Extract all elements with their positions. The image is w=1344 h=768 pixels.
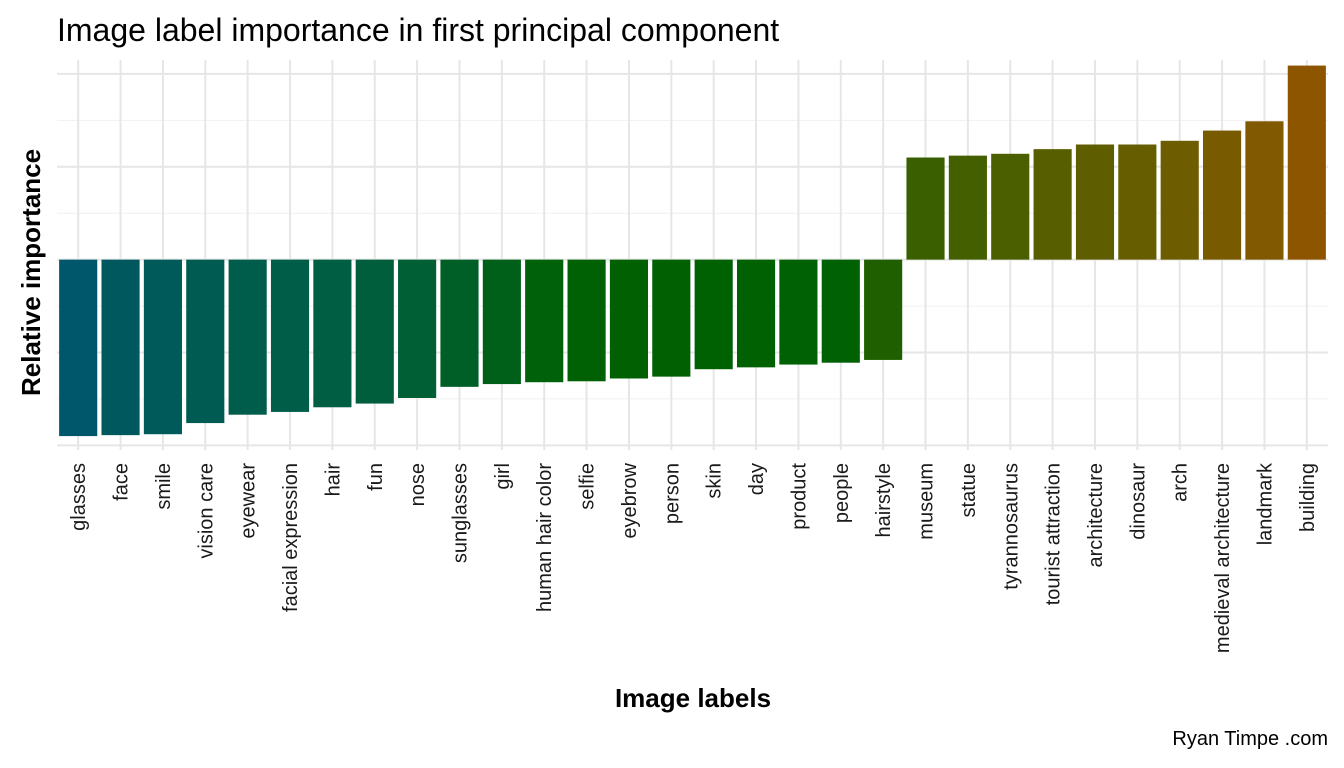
bar-person bbox=[652, 259, 691, 377]
x-tick-label-product: product bbox=[788, 463, 810, 530]
x-tick-label-tyrannosaurus: tyrannosaurus bbox=[1000, 463, 1022, 590]
bar-arch bbox=[1160, 140, 1199, 260]
bar-people bbox=[821, 259, 860, 363]
x-tick-label-nose: nose bbox=[407, 463, 429, 506]
x-tick-label-fun: fun bbox=[365, 463, 387, 491]
bar-product bbox=[779, 259, 818, 365]
x-tick-label-medieval-architecture: medieval architecture bbox=[1212, 463, 1234, 653]
x-tick-label-museum: museum bbox=[916, 463, 938, 540]
bar-dinosaur bbox=[1118, 144, 1157, 260]
bar-smile bbox=[143, 259, 182, 435]
bar-selfie bbox=[567, 259, 606, 382]
bar-human-hair-color bbox=[525, 259, 564, 383]
bar-eyebrow bbox=[609, 259, 649, 379]
x-tick-label-arch: arch bbox=[1170, 463, 1192, 502]
x-tick-label-smile: smile bbox=[153, 463, 175, 510]
x-tick-label-person: person bbox=[661, 463, 683, 524]
x-tick-label-tourist-attraction: tourist attraction bbox=[1043, 463, 1065, 605]
x-tick-label-people: people bbox=[831, 463, 853, 523]
bar-fun bbox=[355, 259, 394, 404]
x-tick-label-human-hair-color: human hair color bbox=[534, 463, 556, 612]
x-tick-label-selfie: selfie bbox=[577, 463, 599, 510]
bar-day bbox=[736, 259, 776, 368]
bar-vision-care bbox=[186, 259, 225, 424]
bar-nose bbox=[398, 259, 437, 398]
x-tick-label-sunglasses: sunglasses bbox=[449, 463, 471, 563]
x-tick-label-dinosaur: dinosaur bbox=[1127, 463, 1149, 540]
bar-medieval-architecture bbox=[1203, 130, 1242, 260]
chart-title: Image label importance in first principa… bbox=[57, 12, 780, 48]
bar-hairstyle bbox=[864, 259, 903, 360]
bar-building bbox=[1287, 65, 1326, 260]
bar-landmark bbox=[1245, 121, 1284, 260]
bar-hair bbox=[313, 259, 352, 408]
bar-facial-expression bbox=[270, 259, 310, 412]
x-tick-label-hair: hair bbox=[322, 463, 344, 497]
bar-skin bbox=[694, 259, 733, 370]
x-tick-label-eyewear: eyewear bbox=[238, 463, 260, 539]
bar-glasses bbox=[59, 259, 98, 437]
x-tick-label-hairstyle: hairstyle bbox=[873, 463, 895, 537]
x-tick-label-eyebrow: eyebrow bbox=[619, 462, 641, 538]
x-tick-label-vision-care: vision care bbox=[195, 463, 217, 559]
x-tick-label-facial-expression: facial expression bbox=[280, 463, 302, 612]
bar-eyewear bbox=[228, 259, 267, 415]
bar-face bbox=[101, 259, 140, 436]
bar-tourist-attraction bbox=[1033, 149, 1072, 260]
bar-tyrannosaurus bbox=[991, 153, 1030, 260]
bar-museum bbox=[906, 157, 945, 260]
bar-girl bbox=[482, 259, 521, 385]
caption: Ryan Timpe .com bbox=[1172, 728, 1328, 750]
x-axis-label: Image labels bbox=[614, 683, 772, 713]
x-tick-label-day: day bbox=[746, 463, 768, 495]
bar-sunglasses bbox=[440, 259, 479, 387]
x-tick-label-landmark: landmark bbox=[1254, 462, 1276, 545]
x-tick-label-statue: statue bbox=[958, 463, 980, 517]
x-tick-label-skin: skin bbox=[704, 463, 726, 499]
x-tick-label-glasses: glasses bbox=[68, 463, 90, 531]
bar-statue bbox=[948, 155, 987, 260]
bar-architecture bbox=[1075, 144, 1115, 260]
x-tick-label-girl: girl bbox=[492, 463, 514, 490]
x-tick-label-building: building bbox=[1297, 463, 1319, 532]
x-tick-label-face: face bbox=[111, 463, 133, 501]
x-tick-label-architecture: architecture bbox=[1085, 463, 1107, 568]
